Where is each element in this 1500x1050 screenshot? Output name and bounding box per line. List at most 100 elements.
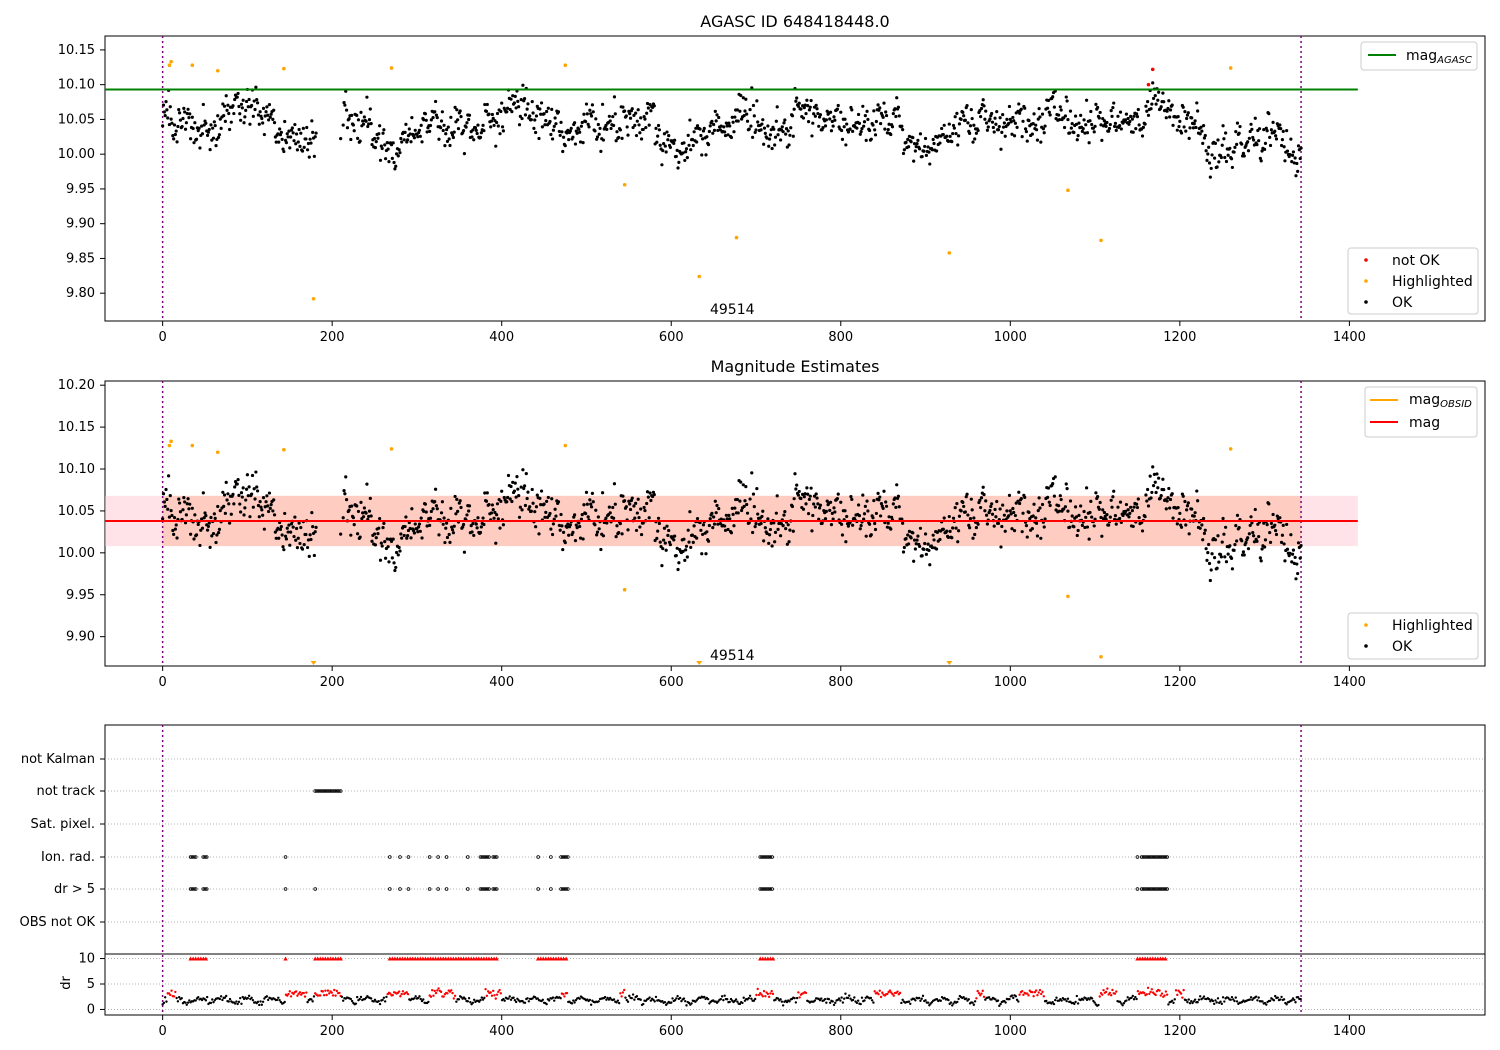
point-ok <box>820 521 824 526</box>
point-ok <box>573 539 578 543</box>
point-ok <box>963 510 967 514</box>
point-ok <box>755 99 759 103</box>
point-ok <box>282 149 286 154</box>
point-ok <box>285 526 289 530</box>
point-ok <box>1105 512 1109 517</box>
point-ok <box>701 532 705 537</box>
dr-point <box>633 998 636 1001</box>
point-ok <box>976 128 980 133</box>
dr-point <box>1235 1000 1239 1003</box>
dr-point <box>616 999 620 1002</box>
dr-point <box>1220 1002 1223 1006</box>
point-ok <box>404 122 408 127</box>
point-ok <box>801 507 806 511</box>
point-ok <box>893 496 897 500</box>
point-ok <box>611 505 615 510</box>
dr-point <box>837 997 841 1000</box>
point-ok <box>539 101 544 105</box>
point-ok <box>573 121 577 125</box>
dr-point <box>901 998 904 1002</box>
point-ok <box>242 121 246 125</box>
point-ok <box>359 110 363 114</box>
point-ok <box>1005 117 1009 121</box>
point-ok <box>215 533 219 537</box>
point-ok <box>807 108 812 112</box>
point-ok <box>643 508 647 513</box>
point-ok <box>1088 119 1092 123</box>
point-ok <box>1246 140 1250 144</box>
point-ok <box>1000 524 1004 529</box>
point-ok <box>172 137 176 141</box>
point-ok <box>849 494 853 499</box>
point-ok <box>500 101 504 105</box>
xtick-label: 1000 <box>994 675 1027 690</box>
point-ok <box>801 492 805 497</box>
dr-point <box>373 998 377 1002</box>
point-ok <box>957 514 962 518</box>
point-ok <box>1100 138 1104 142</box>
dr-point <box>1090 997 1094 1000</box>
point-ok <box>773 143 777 147</box>
point-ok <box>830 511 834 515</box>
point-ok <box>1130 509 1134 513</box>
point-ok <box>1232 150 1236 154</box>
point-ok <box>372 136 377 141</box>
point-ok <box>627 499 631 503</box>
point-ok <box>1162 488 1166 492</box>
point-ok <box>351 516 355 520</box>
point-ok <box>769 521 773 525</box>
dr-point <box>240 1002 243 1005</box>
point-ok <box>786 129 790 133</box>
flag-marker <box>761 855 766 859</box>
point-ok <box>1240 539 1244 543</box>
point-ok <box>695 536 699 540</box>
dr-point <box>1179 992 1183 995</box>
point-ok <box>762 142 766 146</box>
point-ok <box>710 511 714 515</box>
point-ok <box>222 493 227 497</box>
point-ok <box>387 560 391 564</box>
point-ok <box>788 133 792 137</box>
dr-point <box>294 990 298 993</box>
point-ok <box>1206 152 1210 156</box>
point-ok <box>1271 512 1275 517</box>
point-ok <box>1228 544 1232 548</box>
point-ok <box>554 122 558 126</box>
point-ok <box>225 498 229 502</box>
point-ok <box>1167 486 1171 491</box>
point-ok <box>982 493 986 497</box>
dr-point <box>671 997 674 1000</box>
point-ok <box>561 547 565 552</box>
point-ok <box>600 491 605 495</box>
point-ok <box>259 505 263 509</box>
point-ok <box>753 130 757 135</box>
point-ok <box>557 129 561 134</box>
point-ok <box>1048 503 1052 508</box>
dr-point <box>1125 999 1128 1002</box>
point-ok <box>1252 540 1257 544</box>
legend-mag-agasc-sub: AGASC <box>1436 55 1472 66</box>
point-highlighted <box>563 443 568 448</box>
dr-point <box>479 998 482 1002</box>
point-ok <box>286 135 290 139</box>
point-ok <box>272 513 277 517</box>
dr-point <box>177 995 181 999</box>
point-ok <box>305 125 309 130</box>
point-ok <box>515 475 519 479</box>
point-ok <box>1187 136 1191 141</box>
point-ok <box>909 140 913 144</box>
point-ok <box>1268 540 1273 544</box>
ytick-label: 9.85 <box>66 251 95 266</box>
point-ok <box>742 114 746 118</box>
dr-point <box>1212 1002 1216 1006</box>
point-ok <box>762 539 766 543</box>
point-ok <box>859 524 863 528</box>
dr-point <box>1290 999 1293 1002</box>
point-ok <box>406 533 410 538</box>
dr-point <box>996 999 1000 1002</box>
point-ok <box>1019 107 1023 111</box>
point-ok <box>350 113 354 118</box>
point-ok <box>1159 105 1163 109</box>
point-ok <box>428 523 432 527</box>
point-ok <box>1116 114 1120 118</box>
